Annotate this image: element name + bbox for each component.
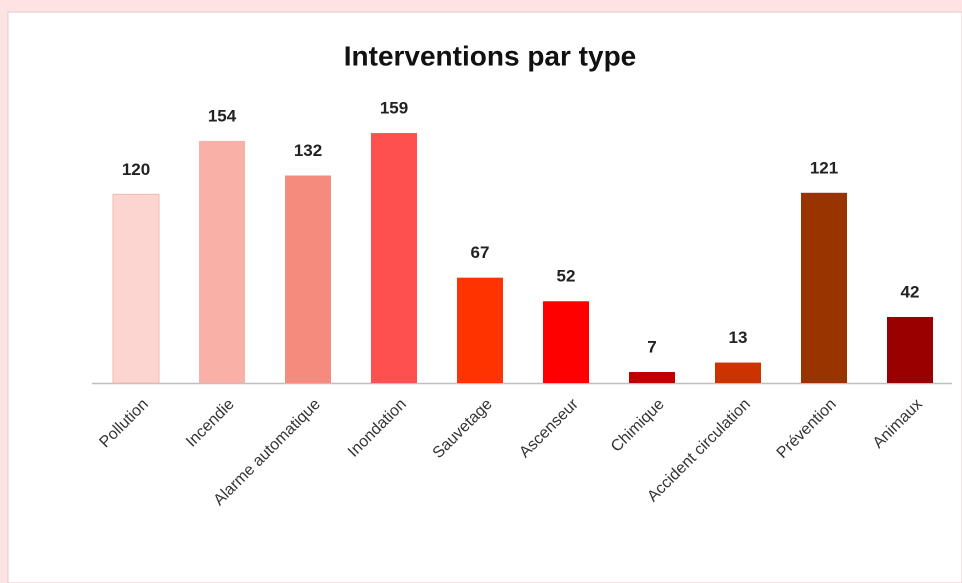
bar bbox=[715, 362, 761, 383]
data-label: 42 bbox=[901, 282, 920, 301]
bar bbox=[199, 140, 245, 383]
data-label: 159 bbox=[380, 99, 408, 118]
data-label: 132 bbox=[294, 141, 322, 160]
bar bbox=[543, 301, 589, 383]
data-label: 154 bbox=[208, 106, 237, 125]
data-label: 67 bbox=[471, 243, 490, 262]
chart-title: Interventions par type bbox=[344, 40, 637, 71]
data-label: 121 bbox=[810, 158, 838, 177]
bar bbox=[629, 371, 675, 383]
data-label: 7 bbox=[647, 337, 656, 356]
bar bbox=[112, 193, 160, 384]
data-label: 120 bbox=[122, 160, 150, 179]
bar bbox=[371, 133, 417, 383]
data-label: 13 bbox=[729, 328, 748, 347]
bar bbox=[457, 277, 503, 383]
bar bbox=[801, 192, 847, 383]
bar bbox=[285, 175, 331, 383]
data-label: 52 bbox=[557, 267, 576, 286]
bar bbox=[887, 316, 933, 383]
